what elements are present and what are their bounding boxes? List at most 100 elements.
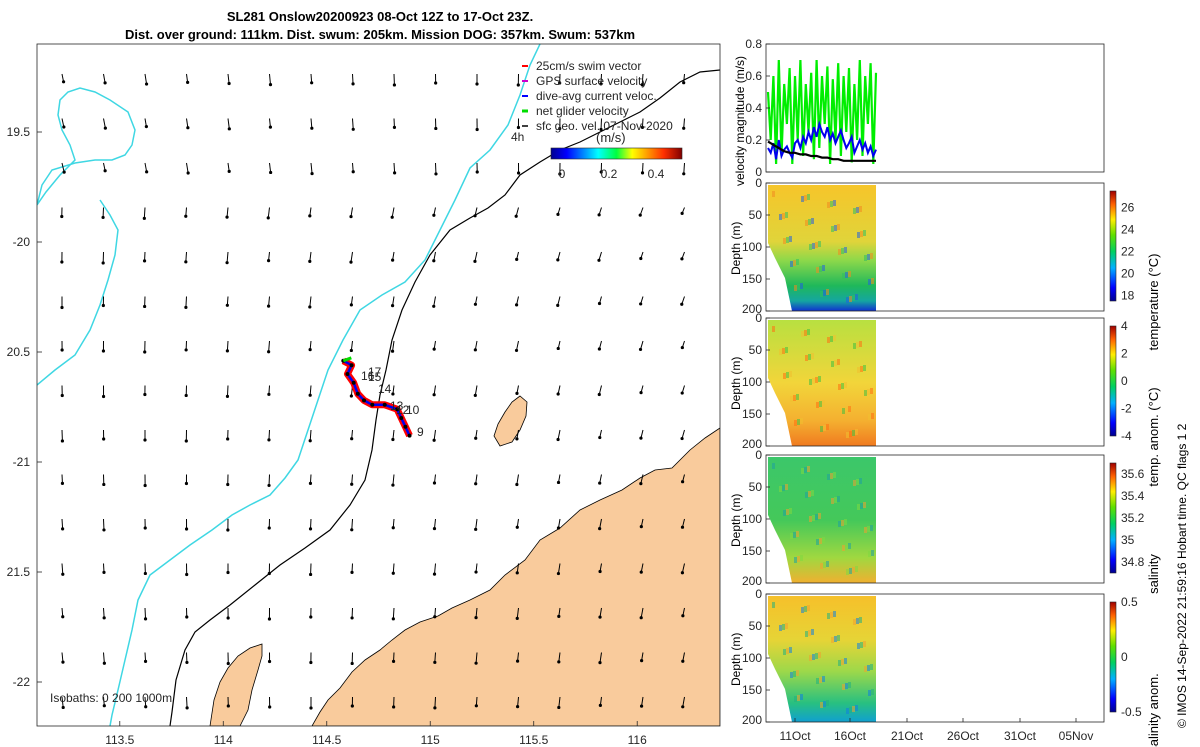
section-cell: [812, 378, 815, 384]
section-cell: [823, 425, 826, 431]
section-cell: [785, 347, 788, 353]
day-label: 9: [417, 425, 424, 439]
section-ylabel: Depth (m): [729, 357, 743, 410]
section-cell: [807, 605, 810, 611]
current-vector-head: [101, 261, 105, 265]
section-cell: [822, 400, 825, 406]
current-vector-head: [392, 125, 397, 130]
current-vector: [724, 697, 726, 705]
section-cell: [807, 194, 810, 200]
section-cell: [838, 384, 841, 390]
current-vector-head: [184, 214, 188, 218]
section-cell: [852, 295, 855, 301]
section-cell: [797, 284, 800, 290]
section-cell: [805, 492, 808, 498]
map-x-ticks: 113.5 114 114.5 115 115.5 116: [105, 721, 647, 747]
map-legend: 25cm/s swim vector GPS surface velocity …: [511, 59, 683, 181]
section-cell: [859, 617, 862, 623]
current-vector-head: [391, 571, 395, 575]
section-cell: [846, 432, 849, 438]
section-cell: [809, 655, 812, 661]
current-vector: [725, 74, 726, 84]
section-cell: [849, 431, 852, 437]
current-vector-head: [308, 393, 312, 397]
section-cell: [852, 706, 855, 712]
current-vector-head: [639, 256, 643, 261]
current-vector-head: [639, 616, 643, 620]
section-cell: [860, 642, 863, 648]
section-ylabel: Depth (m): [729, 633, 743, 686]
current-vector-head: [681, 480, 685, 484]
current-vector-head: [184, 260, 188, 264]
map-x-ticklabel: 115: [421, 733, 440, 747]
section-cell: [823, 290, 826, 296]
current-vector: [600, 73, 602, 84]
current-vector-head: [638, 213, 642, 217]
current-vector: [557, 429, 561, 440]
section-cell: [801, 331, 804, 337]
current-vector-head: [475, 170, 479, 174]
current-vector: [723, 386, 726, 394]
section-cell: [820, 702, 823, 708]
colorbar-label: salinity anom.: [1146, 673, 1161, 747]
current-vector-head: [558, 81, 562, 85]
section-cell: [863, 365, 866, 371]
current-vector-head: [349, 348, 353, 353]
current-vector-head: [391, 659, 396, 664]
section-colorbar: [1109, 462, 1117, 574]
current-vector-head: [226, 616, 230, 620]
section-cell: [782, 624, 785, 630]
section-cell: [772, 602, 775, 608]
current-vector: [61, 518, 64, 529]
legend-entry-gps: GPS surface velocity: [522, 74, 647, 88]
current-vector-head: [308, 572, 313, 577]
section-cell: [779, 214, 782, 220]
section-cell: [809, 379, 812, 385]
isobaths-label: Isobaths: 0 200 1000m: [50, 691, 172, 705]
current-vector-head: [598, 481, 602, 485]
map-x-ticklabel: 114: [214, 733, 233, 747]
section-cell: [870, 388, 873, 394]
current-vector-head: [143, 659, 148, 663]
colorbar-ticklabel: 35: [1121, 533, 1135, 547]
section-cell: [849, 568, 852, 574]
current-vector-head: [102, 616, 106, 620]
section-cell: [800, 283, 803, 289]
current-vector-head: [598, 435, 602, 440]
current-vector-head: [556, 303, 560, 307]
section-cell: [826, 561, 829, 567]
current-vector-head: [722, 526, 725, 529]
section-cell: [845, 544, 848, 550]
section-cell: [838, 521, 841, 527]
section-cell: [849, 707, 852, 713]
legend-label-dive: dive-avg current veloc.: [536, 89, 657, 103]
current-vector: [516, 607, 519, 619]
current-vector-head: [474, 527, 478, 531]
current-vector-head: [724, 170, 727, 173]
current-vector-head: [474, 661, 478, 665]
current-vector-head: [721, 257, 724, 260]
current-vector-head: [640, 83, 644, 87]
current-vector-head: [60, 481, 65, 486]
current-vector: [557, 563, 561, 574]
current-vector-head: [638, 347, 643, 352]
section-cell: [782, 213, 785, 219]
section-y-ticklabel: 200: [742, 302, 762, 316]
current-vector-head: [722, 660, 725, 663]
current-vector: [724, 608, 726, 616]
section-y-ticklabel: 50: [749, 208, 763, 222]
current-vector-head: [308, 214, 312, 218]
section-cell: [864, 255, 867, 261]
section-cell: [811, 490, 814, 496]
current-vector-head: [60, 439, 65, 443]
section-cell: [783, 510, 786, 516]
colorbar-ticklabel: 35.4: [1121, 489, 1145, 503]
current-vector: [309, 296, 312, 308]
section-cell: [819, 401, 822, 407]
chart-title: SL281 Onslow20200923 08-Oct 12Z to 17-Oc…: [0, 8, 760, 44]
section-cell: [871, 689, 874, 695]
section-field: [768, 457, 876, 583]
current-vector-head: [515, 482, 519, 487]
